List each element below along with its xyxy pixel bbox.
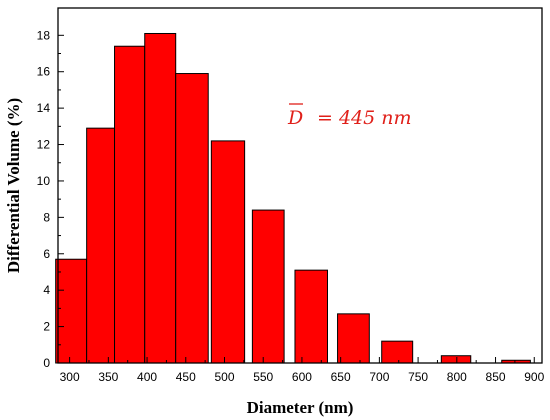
y-tick-label-0: 0 (43, 356, 50, 370)
y-tick-label-2: 4 (43, 283, 50, 297)
bar-2 (114, 45, 146, 364)
x-tick-label-11: 850 (486, 370, 506, 384)
y-tick-label-9: 18 (37, 28, 51, 42)
bars-layer (55, 32, 531, 364)
x-tick-label-9: 750 (408, 370, 428, 384)
x-tick-label-0: 300 (60, 370, 80, 384)
bar-6 (251, 209, 285, 364)
bar-1 (86, 127, 116, 364)
y-tick-label-8: 16 (37, 65, 51, 79)
ticks-layer: 300 350 400 450 500 550 600 650 700 750 800 850 900 0… (37, 28, 545, 384)
bar-4 (175, 73, 209, 364)
bar-8 (337, 313, 370, 364)
y-tick-label-7: 14 (37, 101, 51, 115)
x-tick-label-4: 500 (214, 370, 234, 384)
x-tick-label-2: 400 (137, 370, 157, 384)
y-tick-label-5: 10 (37, 174, 51, 188)
x-tick-label-1: 350 (98, 370, 118, 384)
bar-9 (381, 340, 414, 364)
bar-10 (440, 355, 472, 364)
mean-diameter-value: = 445 nm (317, 107, 412, 129)
x-tick-label-12: 900 (524, 370, 544, 384)
x-tick-label-8: 700 (369, 370, 389, 384)
x-tick-label-7: 650 (331, 370, 351, 384)
y-axis-title: Differential Volume (%) (4, 98, 23, 273)
plot-frame (57, 7, 543, 364)
x-tick-label-6: 600 (292, 370, 312, 384)
bar-3 (144, 32, 177, 364)
y-tick-label-4: 8 (43, 210, 50, 224)
x-tick-label-3: 450 (176, 370, 196, 384)
bar-0 (55, 258, 88, 364)
y-tick-label-3: 6 (43, 247, 50, 261)
y-tick-label-6: 12 (37, 138, 51, 152)
mean-diameter-annotation: D = 445 nm (287, 103, 412, 129)
y-tick-label-1: 2 (43, 320, 50, 334)
x-tick-label-5: 550 (253, 370, 273, 384)
bar-7 (294, 269, 328, 364)
x-axis-title: Diameter (nm) (247, 398, 354, 417)
mean-diameter-symbol: D (287, 107, 303, 129)
bar-5 (210, 140, 246, 364)
x-tick-label-10: 800 (447, 370, 467, 384)
